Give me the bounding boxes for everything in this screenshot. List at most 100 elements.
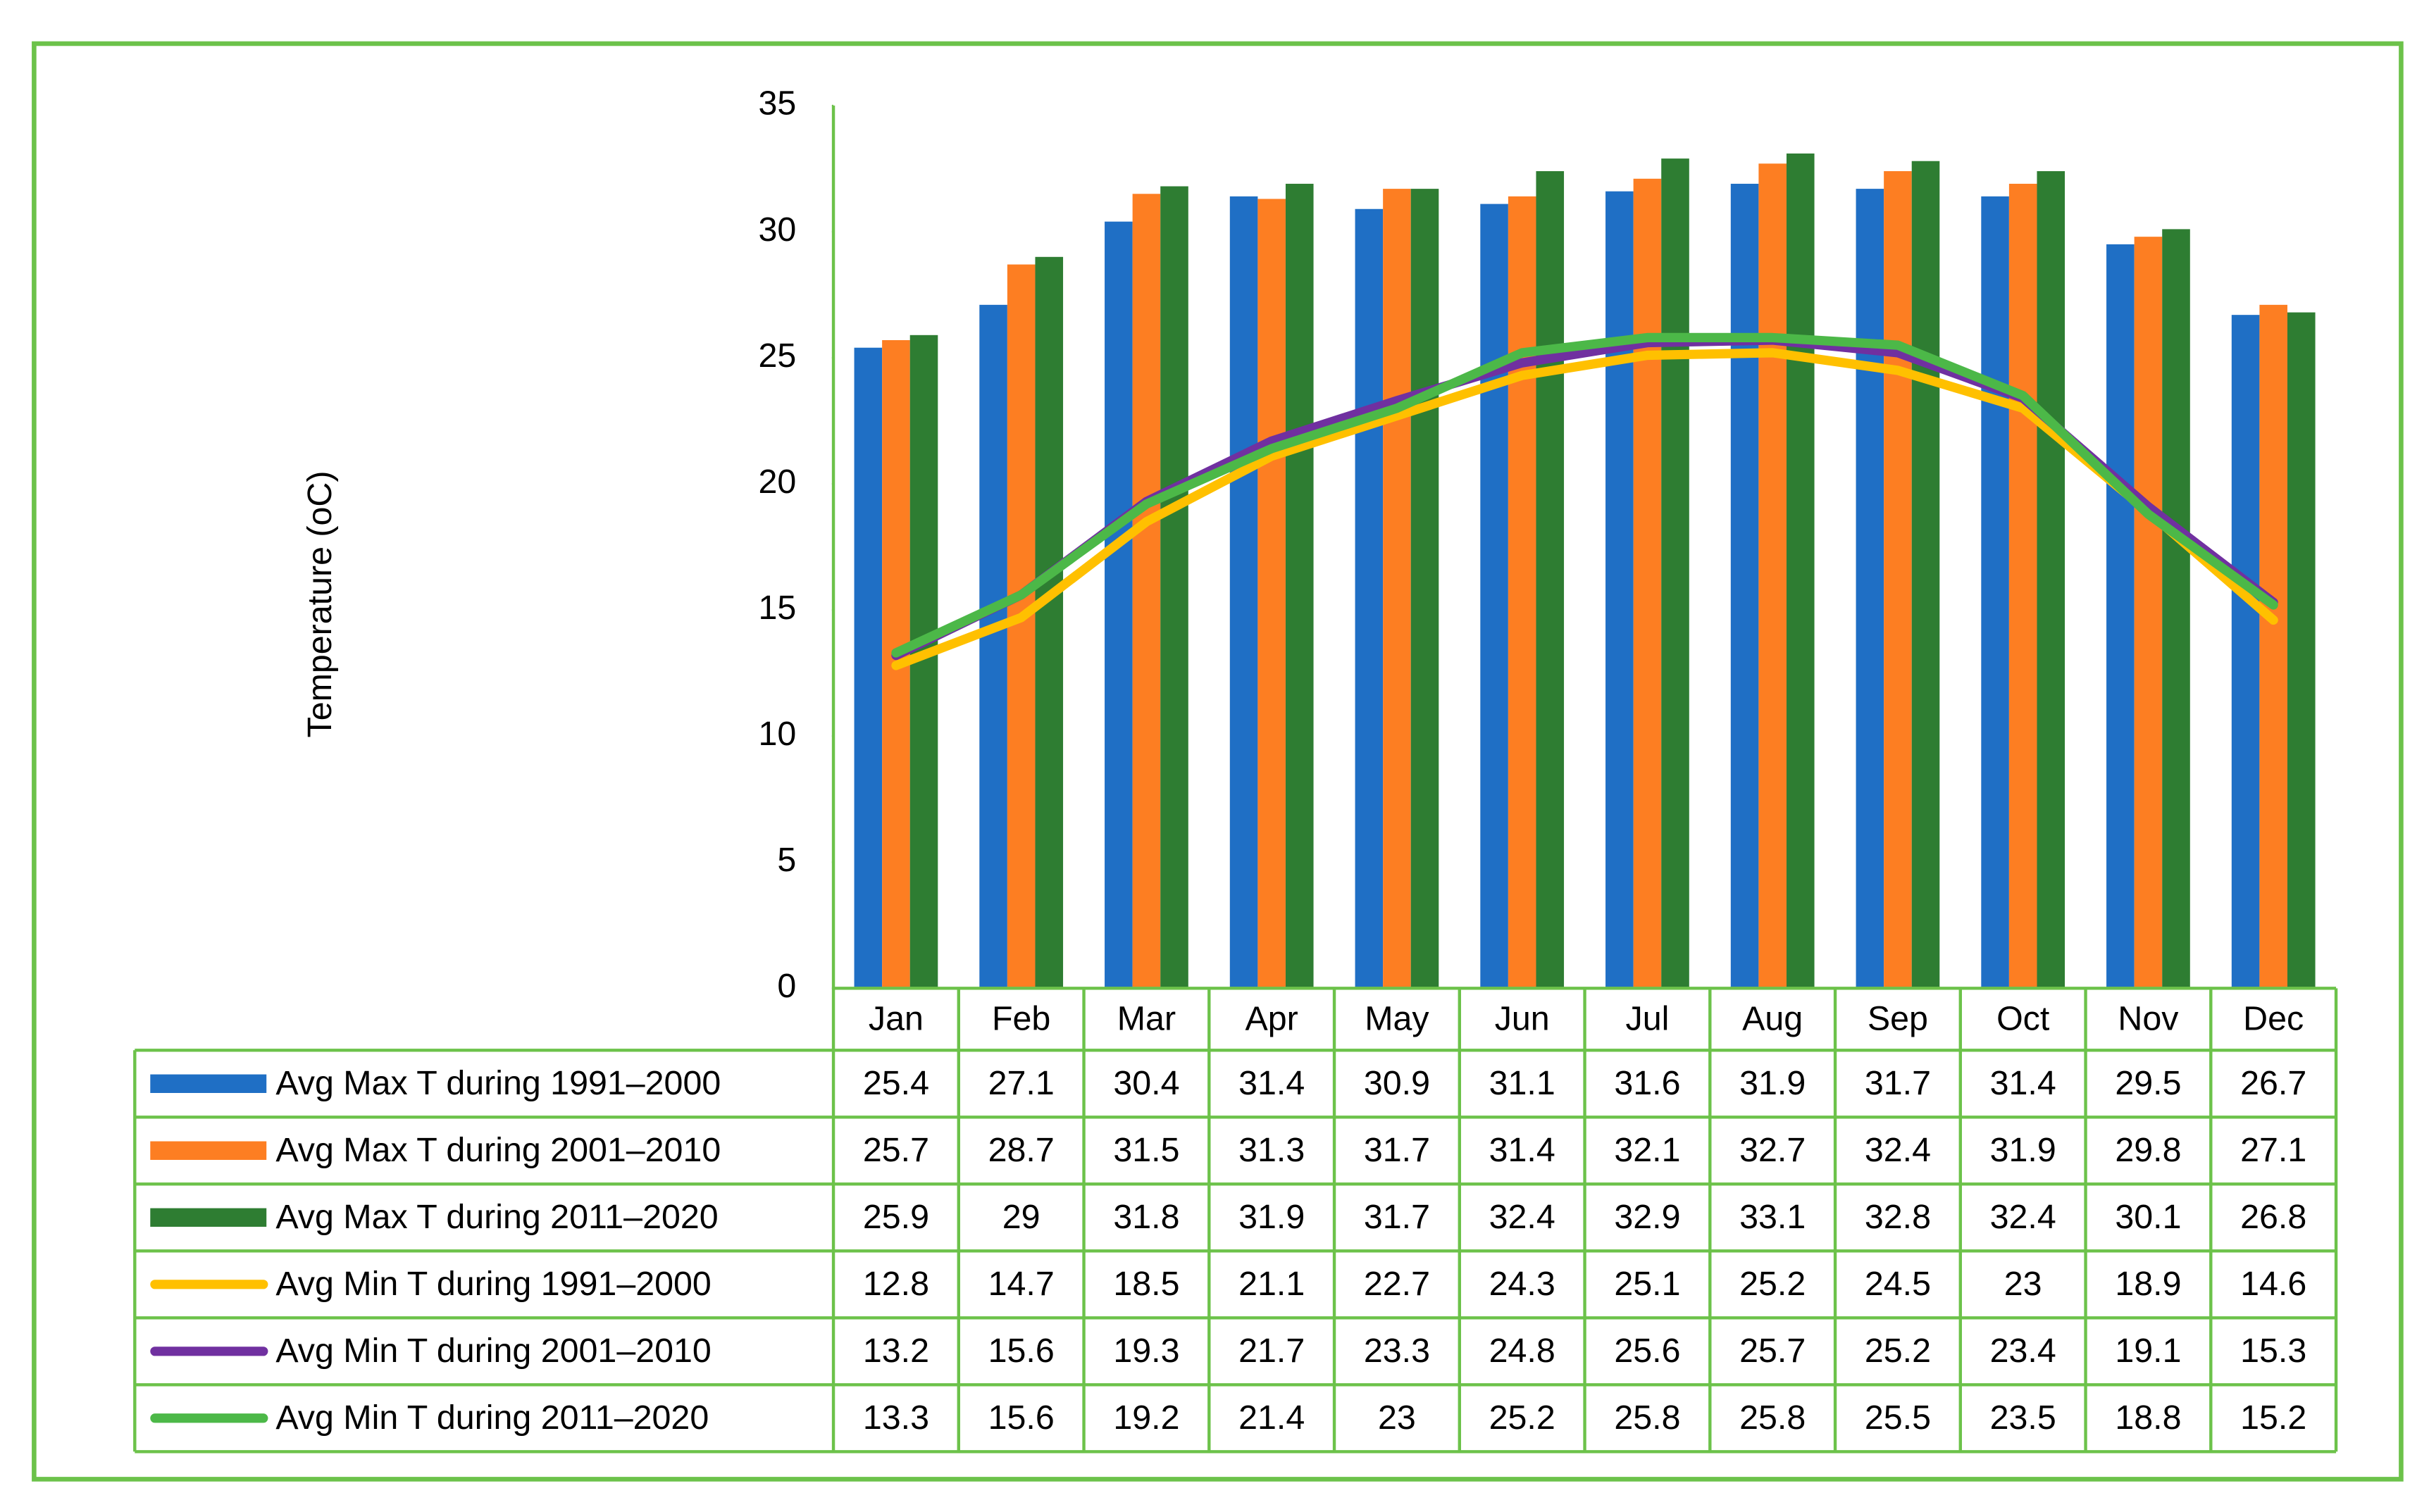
- bar: [1730, 183, 1759, 989]
- bar: [1536, 171, 1565, 989]
- table-cell: 15.3: [2240, 1332, 2306, 1370]
- table-cell: 25.1: [1614, 1265, 1680, 1303]
- table-cell: 29: [1002, 1198, 1040, 1236]
- bar: [1229, 196, 1258, 989]
- table-cell: 23.5: [1990, 1399, 2056, 1437]
- table-cell: 32.4: [1489, 1198, 1555, 1236]
- x-tick-label: Oct: [1996, 999, 2050, 1037]
- bar: [854, 347, 883, 989]
- y-tick-label: 25: [758, 337, 796, 375]
- table-cell: 25.8: [1614, 1399, 1680, 1437]
- table-cell: 21.7: [1238, 1332, 1305, 1370]
- table-cell: 33.1: [1739, 1198, 1806, 1236]
- table-cell: 18.5: [1113, 1265, 1179, 1303]
- table-cell: 24.3: [1489, 1265, 1555, 1303]
- table-cell: 26.7: [2240, 1064, 2306, 1102]
- legend-label: Avg Max T during 2011–2020: [275, 1198, 718, 1236]
- bar: [1884, 171, 1912, 989]
- table-cell: 14.7: [988, 1265, 1055, 1303]
- y-tick-label: 20: [758, 463, 796, 501]
- y-tick-label: 35: [758, 85, 796, 123]
- bar: [1257, 199, 1286, 989]
- table-cell: 31.8: [1113, 1198, 1179, 1236]
- table-cell: 32.1: [1614, 1131, 1680, 1169]
- bar: [1132, 194, 1161, 989]
- legend-label: Avg Min T during 2011–2020: [275, 1399, 709, 1437]
- table-cell: 23.3: [1364, 1332, 1430, 1370]
- table-cell: 30.4: [1113, 1064, 1179, 1102]
- table-cell: 29.8: [2115, 1131, 2181, 1169]
- bar: [1981, 196, 2009, 989]
- table-cell: 32.4: [1865, 1131, 1931, 1169]
- table-cell: 31.6: [1614, 1064, 1680, 1102]
- table-cell: 13.3: [863, 1399, 929, 1437]
- bar: [1856, 189, 1884, 989]
- bar: [1605, 191, 1634, 989]
- y-tick-label: 5: [777, 841, 796, 879]
- line: [891, 348, 2278, 670]
- x-tick-label: Mar: [1117, 999, 1176, 1037]
- table-cell: 31.3: [1238, 1131, 1305, 1169]
- bar: [1007, 264, 1036, 989]
- bar: [1786, 153, 1815, 989]
- table-cell: 24.5: [1865, 1265, 1931, 1303]
- bar: [1508, 196, 1536, 989]
- table-cell: 31.7: [1364, 1198, 1430, 1236]
- legend-key: [150, 1208, 267, 1227]
- table-cell: 32.7: [1739, 1131, 1806, 1169]
- table-cell: 25.6: [1614, 1332, 1680, 1370]
- table-cell: 31.4: [1489, 1131, 1555, 1169]
- y-axis-title: Temperature (oC): [301, 471, 339, 738]
- legend-key: [150, 1074, 267, 1093]
- bar: [1480, 204, 1508, 989]
- bar: [2037, 171, 2065, 989]
- table-cell: 25.7: [1739, 1332, 1806, 1370]
- table-cell: 29.5: [2115, 1064, 2181, 1102]
- table-cell: 19.3: [1113, 1332, 1179, 1370]
- table-cell: 27.1: [2240, 1131, 2306, 1169]
- table-cell: 32.8: [1865, 1198, 1931, 1236]
- table-cell: 31.9: [1990, 1131, 2056, 1169]
- x-tick-label: Feb: [992, 999, 1050, 1037]
- table-cell: 30.1: [2115, 1198, 2181, 1236]
- table-cell: 31.4: [1238, 1064, 1305, 1102]
- bar: [1911, 161, 1940, 989]
- bar: [2106, 244, 2135, 989]
- bar: [1383, 189, 1411, 989]
- table-cell: 15.6: [988, 1399, 1055, 1437]
- table-cell: 14.6: [2240, 1265, 2306, 1303]
- table-cell: 15.2: [2240, 1399, 2306, 1437]
- y-tick-label: 15: [758, 589, 796, 627]
- table-cell: 25.2: [1739, 1265, 1806, 1303]
- table-cell: 21.4: [1238, 1399, 1305, 1437]
- table-cell: 32.9: [1614, 1198, 1680, 1236]
- table-cell: 25.9: [863, 1198, 929, 1236]
- bar: [2134, 237, 2163, 989]
- table-cell: 31.7: [1364, 1131, 1430, 1169]
- bar: [2231, 315, 2260, 989]
- table-cell: 31.7: [1865, 1064, 1931, 1102]
- x-tick-label: Dec: [2243, 999, 2304, 1037]
- legend-label: Avg Max T during 2001–2010: [275, 1131, 721, 1169]
- table-cell: 28.7: [988, 1131, 1055, 1169]
- x-tick-label: May: [1365, 999, 1429, 1037]
- legend-label: Avg Min T during 1991–2000: [275, 1265, 711, 1303]
- table-cell: 23: [2004, 1265, 2042, 1303]
- table-cell: 12.8: [863, 1265, 929, 1303]
- table-cell: 18.8: [2115, 1399, 2181, 1437]
- table-cell: 25.5: [1865, 1399, 1931, 1437]
- legend-label: Avg Max T during 1991–2000: [275, 1064, 721, 1102]
- table-cell: 22.7: [1364, 1265, 1430, 1303]
- bar: [1355, 208, 1384, 989]
- x-tick-label: Aug: [1742, 999, 1803, 1037]
- bar: [2008, 183, 2037, 989]
- bar: [2162, 229, 2190, 989]
- table-cell: 18.9: [2115, 1265, 2181, 1303]
- table-cell: 31.5: [1113, 1131, 1179, 1169]
- bar: [2287, 312, 2316, 989]
- table-cell: 25.4: [863, 1064, 929, 1102]
- table-cell: 21.1: [1238, 1265, 1305, 1303]
- legend-key: [150, 1141, 267, 1160]
- table-cell: 25.2: [1865, 1332, 1931, 1370]
- x-tick-label: Jan: [869, 999, 924, 1037]
